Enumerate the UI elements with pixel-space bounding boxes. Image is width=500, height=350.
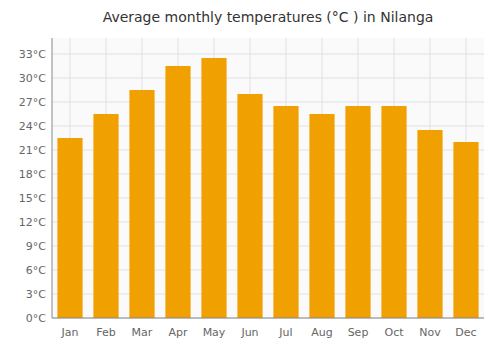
y-grid-line (52, 102, 484, 103)
bar (273, 106, 298, 318)
y-tick-label: 21°C (19, 144, 46, 157)
x-tick-label: Jun (240, 326, 258, 339)
bar (309, 114, 334, 318)
y-tick-label: 24°C (19, 120, 46, 133)
x-axis-line (52, 318, 484, 319)
chart-container: Average monthly temperatures (°C ) in Ni… (0, 0, 500, 350)
x-tick-label: Aug (311, 326, 332, 339)
x-tick-label: Oct (384, 326, 404, 339)
y-grid-line (52, 318, 484, 319)
y-grid-line (52, 78, 484, 79)
y-tick-label: 15°C (19, 192, 46, 205)
y-tick-label: 33°C (19, 48, 46, 61)
bar (129, 90, 154, 318)
y-tick-label: 6°C (26, 264, 46, 277)
bar (237, 94, 262, 318)
bar (201, 58, 226, 318)
bar (453, 142, 478, 318)
bar (93, 114, 118, 318)
y-tick-label: 9°C (26, 240, 46, 253)
grid (52, 38, 484, 318)
chart-svg: Average monthly temperatures (°C ) in Ni… (0, 0, 500, 350)
x-tick-label: Nov (419, 326, 441, 339)
x-tick-label: Jul (278, 326, 292, 339)
y-tick-label: 30°C (19, 72, 46, 85)
x-tick-label: Sep (348, 326, 369, 339)
y-grid-line (52, 54, 484, 55)
x-tick-label: Dec (455, 326, 476, 339)
bar (345, 106, 370, 318)
bar (57, 138, 82, 318)
bar (381, 106, 406, 318)
bar (165, 66, 190, 318)
bars (57, 58, 478, 318)
bar (417, 130, 442, 318)
y-axis-line (52, 38, 53, 318)
y-tick-label: 27°C (19, 96, 46, 109)
title: Average monthly temperatures (°C ) in Ni… (103, 9, 434, 25)
x-tick-label: Jan (61, 326, 79, 339)
y-tick-label: 18°C (19, 168, 46, 181)
x-tick-label: Apr (168, 326, 188, 339)
y-tick-label: 12°C (19, 216, 46, 229)
x-tick-label: May (203, 326, 226, 339)
plot-background (52, 38, 484, 318)
x-tick-label: Feb (96, 326, 115, 339)
y-tick-label: 3°C (26, 288, 46, 301)
x-tick-label: Mar (132, 326, 153, 339)
y-tick-label: 0°C (26, 312, 46, 325)
